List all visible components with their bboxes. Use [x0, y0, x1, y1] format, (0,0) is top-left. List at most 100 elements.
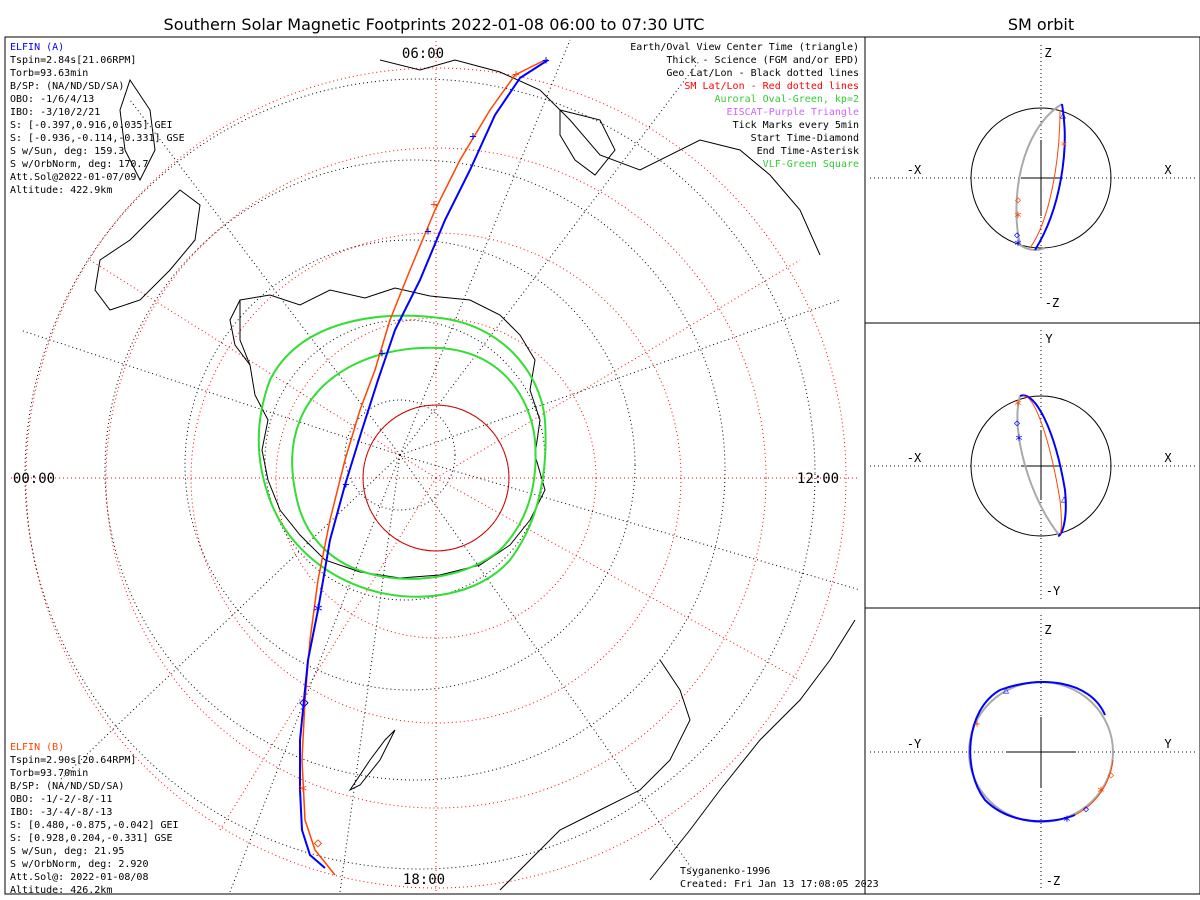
orbit-a-track — [1034, 103, 1066, 251]
tick-mark: + — [430, 197, 437, 211]
elfin-a-line: Tspin=2.84s[21.06RPM] — [10, 55, 136, 66]
orbit-marker: ◇ — [1108, 770, 1114, 781]
elfin-b-line: S w/Sun, deg: 21.95 — [10, 846, 124, 857]
axis-label: X — [1164, 451, 1172, 465]
elfin-b-line: IBO: -3/-4/-8/-13 — [10, 807, 112, 818]
axis-label: -X — [907, 163, 922, 177]
legend-item: Geo Lat/Lon - Black dotted lines — [666, 68, 859, 79]
orbit-panel-yz: * * ◇ ◇ △ + Z -Z -Y Y — [870, 615, 1195, 890]
time-label-left: 00:00 — [13, 471, 55, 487]
elfin-a-line: IBO: -3/10/2/21 — [10, 107, 100, 118]
upper-left-coast — [94, 189, 201, 311]
axis-label: -Y — [1046, 584, 1061, 598]
elfin-a-end-cross: + — [542, 53, 549, 67]
auroral-oval-outer — [257, 314, 547, 598]
auroral-oval-inner — [291, 346, 537, 580]
elfin-a-line: Torb=93.63min — [10, 68, 88, 79]
elfin-b-line: OBO: -1/-2/-8/-11 — [10, 794, 112, 805]
antarctic-peninsula — [229, 299, 251, 366]
tick-mark: + — [342, 477, 349, 491]
figure-title: Southern Solar Magnetic Footprints 2022-… — [164, 15, 705, 34]
elfin-b-line: S w/OrbNorm, deg: 2.920 — [10, 859, 148, 870]
elfin-a-line: Altitude: 422.9km — [10, 185, 112, 196]
orbit-marker: * — [1014, 210, 1022, 226]
axis-label: -Z — [1046, 874, 1060, 888]
orbit-marker: ◇ — [1015, 195, 1021, 206]
created-label: Created: Fri Jan 13 17:08:05 2023 — [680, 879, 879, 890]
elfin-a-track — [299, 59, 549, 869]
left-coast-strip — [119, 78, 156, 182]
elfin-b-line: S: [0.928,0.204,-0.331] GSE — [10, 833, 173, 844]
model-label: Tsyganenko-1996 — [680, 866, 770, 877]
legend-item: Start Time-Diamond — [751, 133, 859, 144]
legend-item: End Time-Asterisk — [757, 146, 859, 157]
axis-label: Z — [1044, 623, 1051, 637]
earth-circle — [970, 395, 1112, 537]
elfin-a-line: S: [-0.936,-0.114,-0.331] GSE — [10, 133, 185, 144]
orbit-a-track — [969, 681, 1106, 823]
legend-item: EISCAT-Purple Triangle — [727, 107, 859, 118]
orbit-b-track — [1029, 109, 1061, 249]
axis-label: Z — [1044, 46, 1051, 60]
south-america-coast — [379, 59, 821, 256]
antarctica-coast — [239, 287, 546, 579]
polar-map: + + + + + * ◇ * ◇ + + — [10, 39, 861, 893]
elfin-a-line: S w/OrbNorm, deg: 170.7 — [10, 159, 148, 170]
elfin-b-line: B/SP: (NA/ND/SD/SA) — [10, 781, 124, 792]
orbit-marker: ◇ — [1083, 804, 1089, 815]
elfin-a-line: S: [-0.397,0.916,0.035] GEI — [10, 120, 173, 131]
elfin-a-start-diamond: ◇ — [299, 692, 309, 711]
tick-mark: + — [469, 129, 476, 143]
legend-item: Auroral Oval-Green, kp=2 — [715, 94, 860, 105]
orbit-marker: △ — [1061, 494, 1067, 505]
track-markers: + + + + + * ◇ * ◇ + + — [298, 53, 549, 851]
axis-label: X — [1164, 163, 1172, 177]
elfin-a-line: B/SP: (NA/ND/SD/SA) — [10, 81, 124, 92]
legend-item: Tick Marks every 5min — [733, 120, 859, 131]
elfin-b-line: S: [0.480,-0.875,-0.042] GEI — [10, 820, 179, 831]
orbit-panels-frame — [864, 36, 1200, 895]
australia-coast — [649, 619, 856, 881]
time-label-bottom: 18:00 — [403, 872, 445, 888]
orbit-marker: * — [1015, 433, 1023, 449]
elfin-b-track — [301, 59, 546, 876]
elfin-a-name: ELFIN (A) — [10, 42, 64, 53]
axis-label: -Y — [907, 737, 922, 751]
orbit-marker: + — [974, 719, 980, 730]
coast-lower-mid — [499, 659, 691, 891]
auroral-oval — [257, 314, 547, 598]
elfin-b-info: ELFIN (B) Tspin=2.90s[20.64RPM] Torb=93.… — [10, 742, 179, 896]
time-label-right: 12:00 — [797, 471, 839, 487]
elfin-a-line: S w/Sun, deg: 159.3 — [10, 146, 124, 157]
orbit-a-track — [1019, 394, 1067, 537]
elfin-b-line: Tspin=2.90s[20.64RPM] — [10, 755, 136, 766]
tick-mark: + — [378, 346, 385, 360]
elfin-a-line: OBO: -1/6/4/13 — [10, 94, 94, 105]
tierra-del-fuego — [559, 109, 616, 176]
orbit-panel-xy: * * ◇ △ Y -Y -X X — [870, 330, 1195, 600]
elfin-a-end-asterisk: * — [313, 601, 324, 622]
coastlines — [94, 59, 856, 891]
axis-label: -X — [907, 451, 922, 465]
africa-coast — [348, 729, 396, 792]
elfin-a-line: Att.Sol@2022-01-07/09 — [10, 172, 136, 183]
axis-label: Y — [1164, 737, 1172, 751]
orbit-marker: * — [1060, 139, 1067, 153]
orbit-marker: ◇ — [1014, 418, 1020, 429]
orbit-marker: * — [1097, 785, 1105, 801]
orbit-marker: △ — [1060, 110, 1066, 121]
legend-item: SM Lat/Lon - Red dotted lines — [684, 81, 859, 92]
legend-item: VLF-Green Square — [763, 159, 859, 170]
sm-pole-circle — [362, 404, 510, 552]
tick-mark: + — [512, 67, 519, 81]
orbit-marker: * — [1014, 238, 1022, 254]
elfin-b-name: ELFIN (B) — [10, 742, 64, 753]
time-label-top: 06:00 — [402, 46, 444, 62]
orbit-b-gray — [1016, 395, 1061, 537]
axis-label: Y — [1045, 332, 1053, 346]
orbit-marker: △ — [1003, 685, 1009, 696]
elfin-b-end-asterisk: * — [298, 781, 308, 800]
orbit-marker: * — [1063, 814, 1071, 830]
